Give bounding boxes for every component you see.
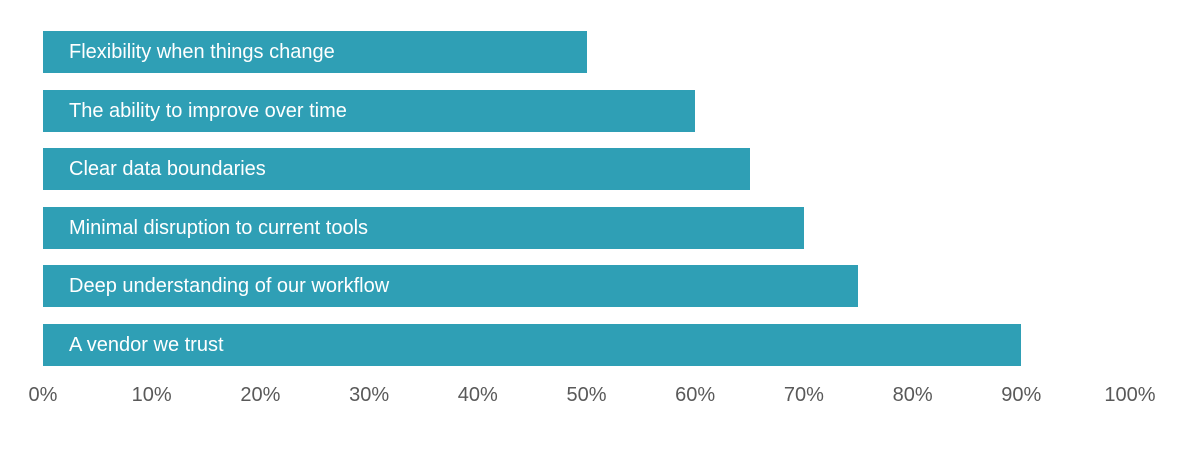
x-axis-tick-label: 30% (349, 384, 390, 406)
x-axis-tick-label: 10% (131, 384, 172, 406)
plot-area: Flexibility when things change The abilit… (43, 0, 1130, 380)
x-axis-tick-label: 100% (1104, 384, 1156, 406)
bar (43, 323, 1022, 366)
bar-category-label: Clear data boundaries (69, 158, 266, 180)
bar-category-label: Minimal disruption to current tools (69, 216, 369, 239)
bar (43, 89, 696, 132)
bar-category-label: The ability to improve over time (69, 99, 347, 122)
bar-row: A vendor we trust (43, 323, 1130, 366)
bar-category-label: Deep understanding of our workflow (69, 275, 390, 297)
bar-row: Clear data boundaries (43, 148, 1130, 190)
x-axis-tick-label: 50% (566, 384, 607, 406)
bar-row: Deep understanding of our workflow (43, 265, 1130, 307)
x-axis-tick-label: 80% (892, 384, 933, 406)
x-axis: 0% 10% 20% 30% 40% 50% 60% 70% 80% 90% 100% (29, 384, 1156, 414)
bar (43, 148, 750, 190)
bar-category-label: A vendor we trust (69, 333, 224, 356)
x-axis-tick-label: 0% (28, 384, 58, 406)
x-axis-tick-label: 40% (457, 384, 498, 406)
bar-category-label: Flexibility when things change (69, 41, 335, 63)
bar (43, 206, 804, 249)
bar-row: Minimal disruption to current tools (43, 206, 1130, 249)
bar-row: Flexibility when things change (43, 31, 1130, 73)
bar (43, 31, 587, 73)
bar-row: The ability to improve over time (43, 89, 1130, 132)
bar (43, 265, 859, 307)
x-axis-tick-label: 20% (240, 384, 281, 406)
x-axis-tick-label: 90% (1001, 384, 1042, 406)
x-axis-tick-label: 70% (783, 384, 824, 406)
x-axis-tick-label: 60% (675, 384, 716, 406)
